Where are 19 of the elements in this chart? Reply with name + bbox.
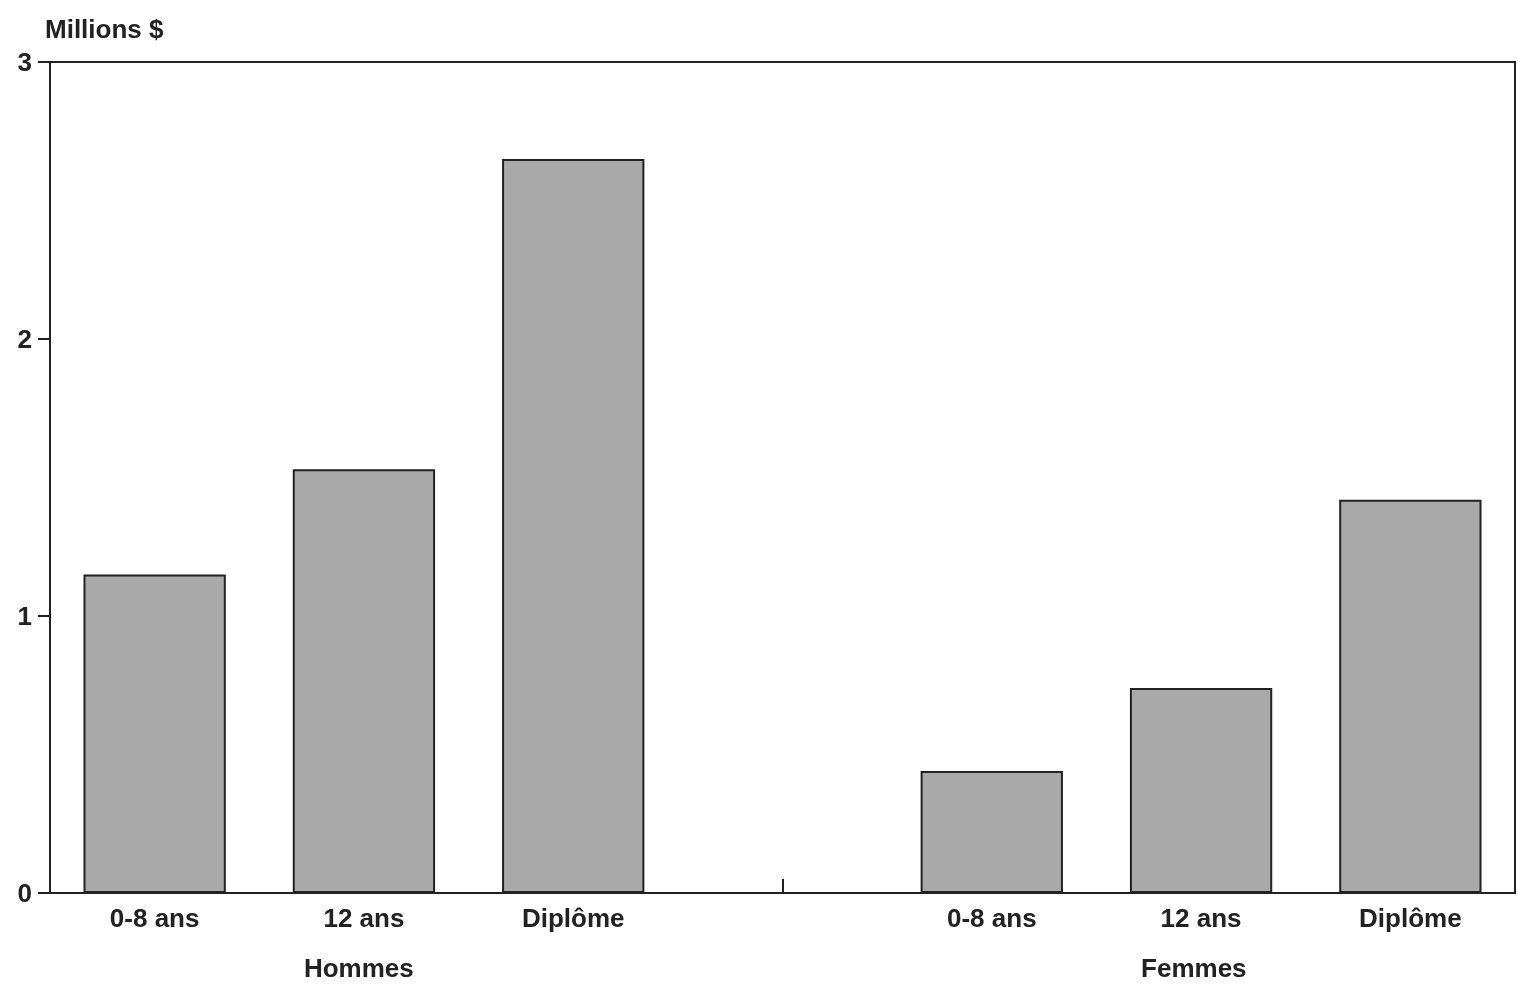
x-tick-label: 0-8 ans	[946, 903, 1037, 933]
bar	[83, 574, 226, 893]
x-tick-label: 12 ans	[323, 903, 405, 933]
bar	[920, 771, 1063, 893]
text: Hommes	[303, 953, 414, 983]
y-tick-label: 2	[17, 324, 32, 354]
bar	[502, 158, 645, 893]
y-tick-label: 1	[17, 601, 32, 631]
bar	[1339, 499, 1482, 893]
bar	[1129, 688, 1273, 893]
bar	[292, 469, 436, 893]
x-tick-label: 0-8 ans	[109, 903, 200, 933]
y-tick-label: 0	[17, 878, 32, 908]
text: Femmes	[1141, 953, 1247, 983]
x-tick-label: Diplôme	[1359, 903, 1462, 933]
y-tick-label: 3	[17, 47, 32, 77]
x-tick-label: 12 ans	[1160, 903, 1242, 933]
x-tick-label: Diplôme	[521, 903, 625, 933]
y-axis-title: Millions $	[45, 14, 164, 44]
